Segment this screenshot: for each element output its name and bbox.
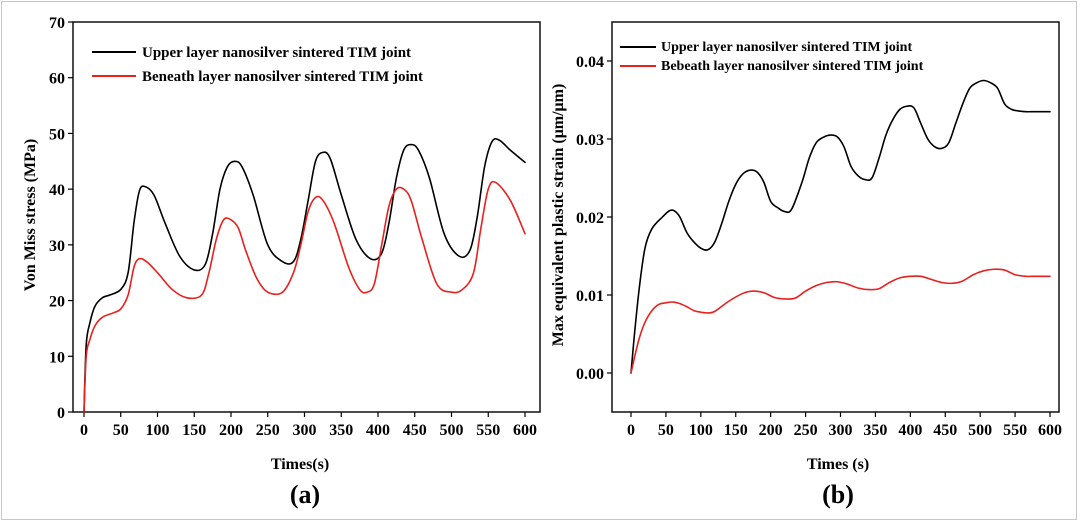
- chart-b-x-tick-label: 400: [898, 422, 922, 439]
- chart-a-x-axis-title: Times(s): [271, 456, 329, 473]
- chart-a-x-tick-label: 250: [256, 422, 280, 439]
- chart-a-y-tick-label: 40: [49, 182, 65, 199]
- chart-a-plot-frame: [72, 21, 541, 413]
- chart-a-y-tick-label: 30: [49, 238, 65, 255]
- chart-a-series: [83, 137, 526, 413]
- chart-a-x-tick-label: 500: [440, 422, 464, 439]
- chart-a-x-tick-label: 450: [403, 422, 427, 439]
- chart-a-y-ticks: 0 10 20 30 40 50 60 70: [49, 15, 73, 422]
- chart-a-legend: Upper layer nanosilver sintered TIM join…: [92, 45, 423, 85]
- chart-a-x-tick-label: 200: [219, 422, 243, 439]
- chart-b-y-tick-label: 0.04: [576, 54, 604, 71]
- chart-a-x-tick-label: 400: [366, 422, 390, 439]
- chart-a-x-tick-label: 350: [329, 422, 353, 439]
- chart-b-y-tick-label: 0.00: [576, 366, 604, 383]
- chart-a-series-line-1: [83, 180, 526, 413]
- chart-a-y-tick-label: 20: [49, 294, 65, 311]
- chart-b-series: [630, 79, 1051, 374]
- chart-a-y-tick-label: 0: [57, 405, 65, 422]
- chart-b-legend-label-0: Upper layer nanosilver sintered TIM join…: [661, 40, 912, 55]
- chart-a: 0 50 100 150 200 250 300 350 400 450 500 550 600 0 10…: [22, 15, 541, 509]
- chart-a-x-tick-label: 100: [146, 422, 170, 439]
- chart-b-x-tick-label: 300: [829, 422, 853, 439]
- chart-a-x-tick-label: 600: [513, 422, 537, 439]
- chart-a-y-tick-label: 60: [49, 71, 65, 88]
- chart-b-x-tick-label: 50: [658, 422, 674, 439]
- chart-b-y-tick-label: 0.03: [576, 132, 604, 149]
- chart-b-x-tick-label: 150: [724, 422, 748, 439]
- chart-a-y-axis-title: Von Miss stress (MPa): [22, 139, 39, 291]
- chart-b-x-axis-title: Times (s): [807, 456, 869, 473]
- chart-a-legend-label-1: Beneath layer nanosilver sintered TIM jo…: [142, 69, 423, 85]
- chart-a-y-tick-label: 10: [49, 349, 65, 366]
- chart-b-x-tick-label: 250: [794, 422, 818, 439]
- chart-b-x-tick-label: 550: [1003, 422, 1027, 439]
- chart-b: 0 50 100 150 200 250 300 350 400 450 500 550 600 0.0…: [550, 21, 1062, 509]
- chart-b-legend: Upper layer nanosilver sintered TIM join…: [620, 40, 924, 74]
- chart-b-x-tick-label: 450: [933, 422, 957, 439]
- chart-a-panel-label: (a): [290, 480, 320, 509]
- chart-a-series-line-0: [83, 137, 526, 413]
- chart-a-y-tick-label: 70: [49, 15, 65, 32]
- chart-b-x-tick-label: 500: [968, 422, 992, 439]
- chart-b-x-tick-label: 200: [759, 422, 783, 439]
- chart-a-x-tick-label: 150: [182, 422, 206, 439]
- chart-b-series-line-1: [630, 268, 1051, 374]
- chart-b-x-tick-label: 350: [863, 422, 887, 439]
- chart-b-x-tick-label: 600: [1038, 422, 1062, 439]
- chart-b-x-ticks: 0 50 100 150 200 250 300 350 400 450 500 550 600: [627, 412, 1062, 439]
- chart-b-x-tick-label: 100: [689, 422, 713, 439]
- chart-a-x-ticks: 0 50 100 150 200 250 300 350 400 450 500 550 600: [80, 412, 537, 439]
- chart-a-x-tick-label: 50: [113, 422, 129, 439]
- chart-b-x-tick-label: 0: [627, 422, 635, 439]
- chart-a-x-tick-label: 0: [80, 422, 88, 439]
- chart-a-x-tick-label: 550: [476, 422, 500, 439]
- chart-b-y-axis-title: Max equivalent plastic strain (μm/μm): [550, 84, 567, 347]
- chart-b-y-tick-label: 0.01: [576, 288, 604, 305]
- chart-b-series-line-0: [630, 79, 1051, 374]
- chart-b-y-tick-label: 0.02: [576, 210, 604, 227]
- chart-a-legend-label-0: Upper layer nanosilver sintered TIM join…: [142, 45, 411, 61]
- chart-a-x-tick-label: 300: [293, 422, 317, 439]
- chart-a-y-tick-label: 50: [49, 126, 65, 143]
- chart-b-panel-label: (b): [822, 480, 854, 509]
- chart-b-y-ticks: 0.00 0.01 0.02 0.03 0.04: [576, 54, 612, 383]
- chart-b-legend-label-1: Bebeath layer nanosilver sintered TIM jo…: [661, 59, 924, 74]
